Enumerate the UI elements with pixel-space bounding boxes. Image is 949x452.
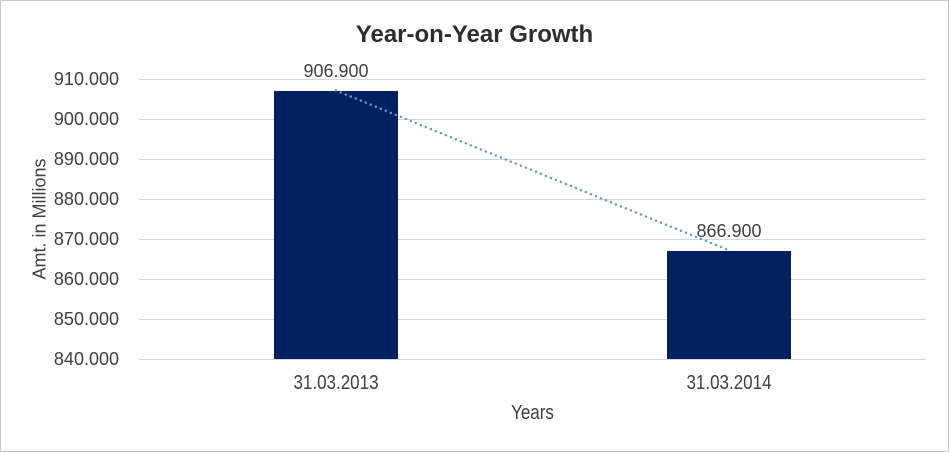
y-tick-label: 860.000 xyxy=(53,269,119,289)
y-tick-label: 850.000 xyxy=(53,309,119,329)
gridline xyxy=(139,359,926,360)
gridline xyxy=(139,239,926,240)
gridline xyxy=(139,199,926,200)
gridline xyxy=(139,319,926,320)
bar-data-label: 866.900 xyxy=(696,221,762,241)
bar xyxy=(667,251,791,359)
x-category-label: 31.03.2013 xyxy=(293,372,379,394)
gridline xyxy=(139,79,926,80)
y-tick-label: 840.000 xyxy=(53,349,119,369)
gridline xyxy=(139,159,926,160)
x-axis-title: Years xyxy=(511,402,554,424)
y-tick-label: 880.000 xyxy=(53,189,119,209)
bar-data-label: 906.900 xyxy=(303,61,369,81)
y-axis-title: Amt. in Millions xyxy=(29,158,50,280)
gridline xyxy=(139,119,926,120)
chart-title: Year-on-Year Growth xyxy=(355,21,594,48)
y-tick-label: 870.000 xyxy=(53,229,119,249)
gridline xyxy=(139,279,926,280)
y-tick-label: 910.000 xyxy=(53,69,119,89)
y-tick-label: 890.000 xyxy=(53,149,119,169)
bar xyxy=(274,91,398,359)
y-tick-label: 900.000 xyxy=(53,109,119,129)
x-category-label: 31.03.2014 xyxy=(686,372,772,394)
